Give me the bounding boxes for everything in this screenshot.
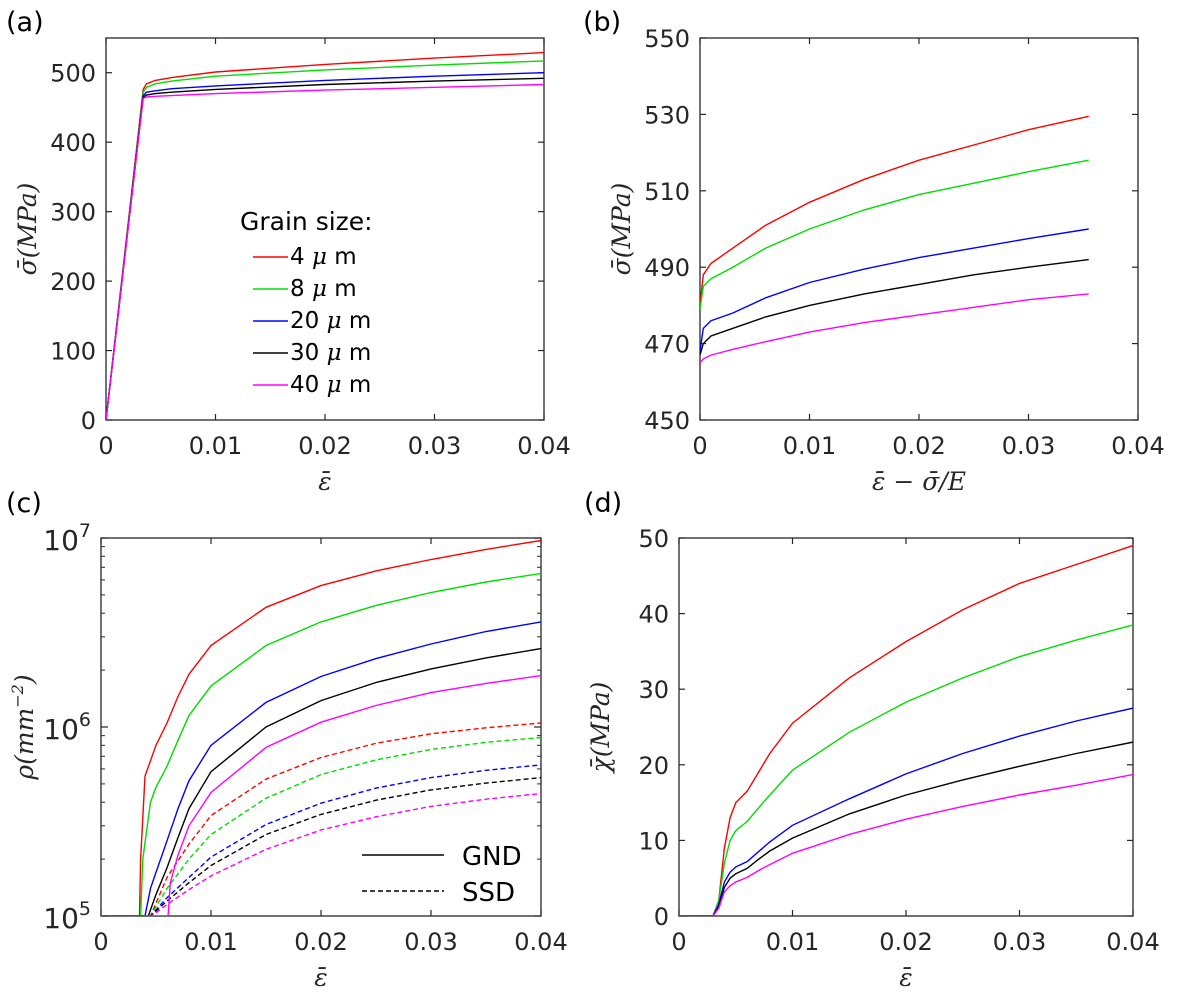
y-axis-label: χ̄(MPa) [586, 682, 615, 775]
x-tick-label: 0.03 [404, 928, 457, 956]
series-line-40um [700, 293, 1089, 364]
y-tick-label: 30 [638, 676, 669, 704]
legend-entry-label: GND [462, 842, 522, 872]
x-tick-label: 0.01 [184, 928, 237, 956]
series-line-20um [106, 72, 544, 420]
series-line-40um-gnd [101, 674, 541, 916]
legend-entry-label: 4 μ m [290, 244, 357, 270]
x-tick-label: 0.02 [892, 432, 945, 460]
series-line-20um [679, 707, 1133, 916]
series-line-20um-gnd [101, 621, 541, 916]
legend-entry-label: SSD [462, 878, 515, 908]
legend-title: Grain size: [240, 207, 373, 236]
series-line-8um-ssd [101, 736, 541, 916]
series-line-8um [679, 624, 1133, 916]
x-axis-label: ε̄ [899, 963, 912, 992]
series-line-20um [700, 228, 1089, 352]
series-line-8um-gnd [101, 572, 541, 916]
series-line-4um [700, 115, 1089, 306]
series-line-30um [700, 258, 1089, 356]
x-tick-label: 0.03 [993, 928, 1046, 956]
y-axis-label: σ̄(MPa) [13, 183, 42, 276]
series-line-4um-ssd [101, 722, 541, 916]
y-tick-label: 470 [644, 331, 690, 359]
series-line-30um [679, 741, 1133, 916]
x-tick-label: 0.04 [514, 928, 567, 956]
x-tick-label: 0.02 [879, 928, 932, 956]
y-axis-label: ρ(mm−2) [8, 674, 39, 780]
series-line-30um [106, 77, 544, 420]
series-group [700, 115, 1089, 364]
panel-label: (b) [583, 7, 621, 38]
x-tick-label: 0.03 [408, 432, 461, 460]
y-tick-label: 490 [644, 254, 690, 282]
series-line-20um-ssd [101, 764, 541, 916]
legend-entry-label: 8 μ m [290, 276, 357, 302]
legend-dislocation-type: GND SSD [362, 842, 522, 908]
series-group [679, 544, 1133, 916]
y-tick-label: 107 [43, 520, 91, 557]
y-tick-label: 530 [644, 101, 690, 129]
x-tick-label: 0.02 [294, 928, 347, 956]
x-tick-label: 0.04 [517, 432, 570, 460]
y-tick-label: 450 [644, 407, 690, 435]
panel-b: (b) 0 0.01 0.02 0.03 0.04 450 470 490 510 530 550 ε̄… [583, 7, 1165, 496]
series-line-40um-ssd [101, 792, 541, 916]
x-tick-label: 0 [671, 928, 686, 956]
panel-label: (c) [6, 488, 42, 519]
x-tick-label: 0 [98, 432, 113, 460]
legend-entry-label: 20 μ m [290, 308, 371, 334]
x-tick-label: 0 [692, 432, 707, 460]
x-axis-label: ε̄ [318, 467, 331, 496]
y-tick-label: 0 [654, 903, 669, 931]
y-tick-label: 50 [638, 525, 669, 553]
y-tick-label: 510 [644, 178, 690, 206]
series-group [106, 51, 544, 420]
y-tick-label: 10 [638, 827, 669, 855]
legend-entry-label: 40 μ m [290, 372, 371, 398]
series-line-40um [106, 83, 544, 420]
y-tick-label: 20 [638, 752, 669, 780]
x-tick-label: 0.04 [1106, 928, 1159, 956]
y-tick-label: 106 [43, 709, 91, 746]
panels: (a)0 0.01 0.02 0.03 0.040100200300400500ε̄σ̄… [6, 7, 1165, 992]
y-tick-label: 300 [50, 199, 96, 227]
y-tick-label: 40 [638, 601, 669, 629]
x-tick-label: 0.01 [783, 432, 836, 460]
series-line-4um [106, 51, 544, 420]
x-tick-label: 0.02 [298, 432, 351, 460]
y-tick-label: 550 [644, 25, 690, 53]
series-line-4um [679, 544, 1133, 916]
legend-grain-size: Grain size: 4 μ m 8 μ m 20 μ m 30 μ m 40 μ m [240, 207, 373, 398]
x-tick-label: 0.03 [1002, 432, 1055, 460]
series-line-8um [106, 60, 544, 420]
x-tick-label: 0.01 [766, 928, 819, 956]
panel-d: (d) 0 0.01 0.02 0.03 0.04 0 10 20 30 40 50 ε̄ χ̄(MPa) [584, 488, 1160, 992]
y-tick-label: 0 [81, 407, 96, 435]
x-tick-label: 0.04 [1111, 432, 1164, 460]
y-tick-label: 500 [50, 60, 96, 88]
series-line-40um [679, 773, 1133, 916]
y-tick-label: 105 [43, 898, 91, 935]
y-axis-label: σ̄(MPa) [607, 183, 636, 276]
panel-c: (c) 0 0.01 0.02 0.03 0.04 105 106 107 ε̄ ρ(mm−2) GN… [6, 488, 568, 992]
y-tick-label: 200 [50, 268, 96, 296]
panel-a: (a) 0 0.01 0.02 0.03 0.04 0 100 200 300 400 500 ε̄ σ̄… [6, 7, 571, 496]
legend-entry-label: 30 μ m [290, 340, 371, 366]
series-line-4um-gnd [101, 539, 541, 916]
panel-label: (d) [584, 488, 622, 519]
x-axis-label: ε̄ [314, 963, 327, 992]
y-tick-label: 400 [50, 129, 96, 157]
series-group [101, 539, 541, 916]
panel-label: (a) [6, 7, 44, 38]
series-line-30um-gnd [101, 647, 541, 916]
x-axis-label: ε̄ − σ̄/E [872, 467, 966, 496]
x-tick-label: 0 [93, 928, 108, 956]
series-line-30um-ssd [101, 776, 541, 916]
y-tick-label: 100 [50, 338, 96, 366]
x-tick-label: 0.01 [189, 432, 242, 460]
series-line-8um [700, 159, 1089, 310]
